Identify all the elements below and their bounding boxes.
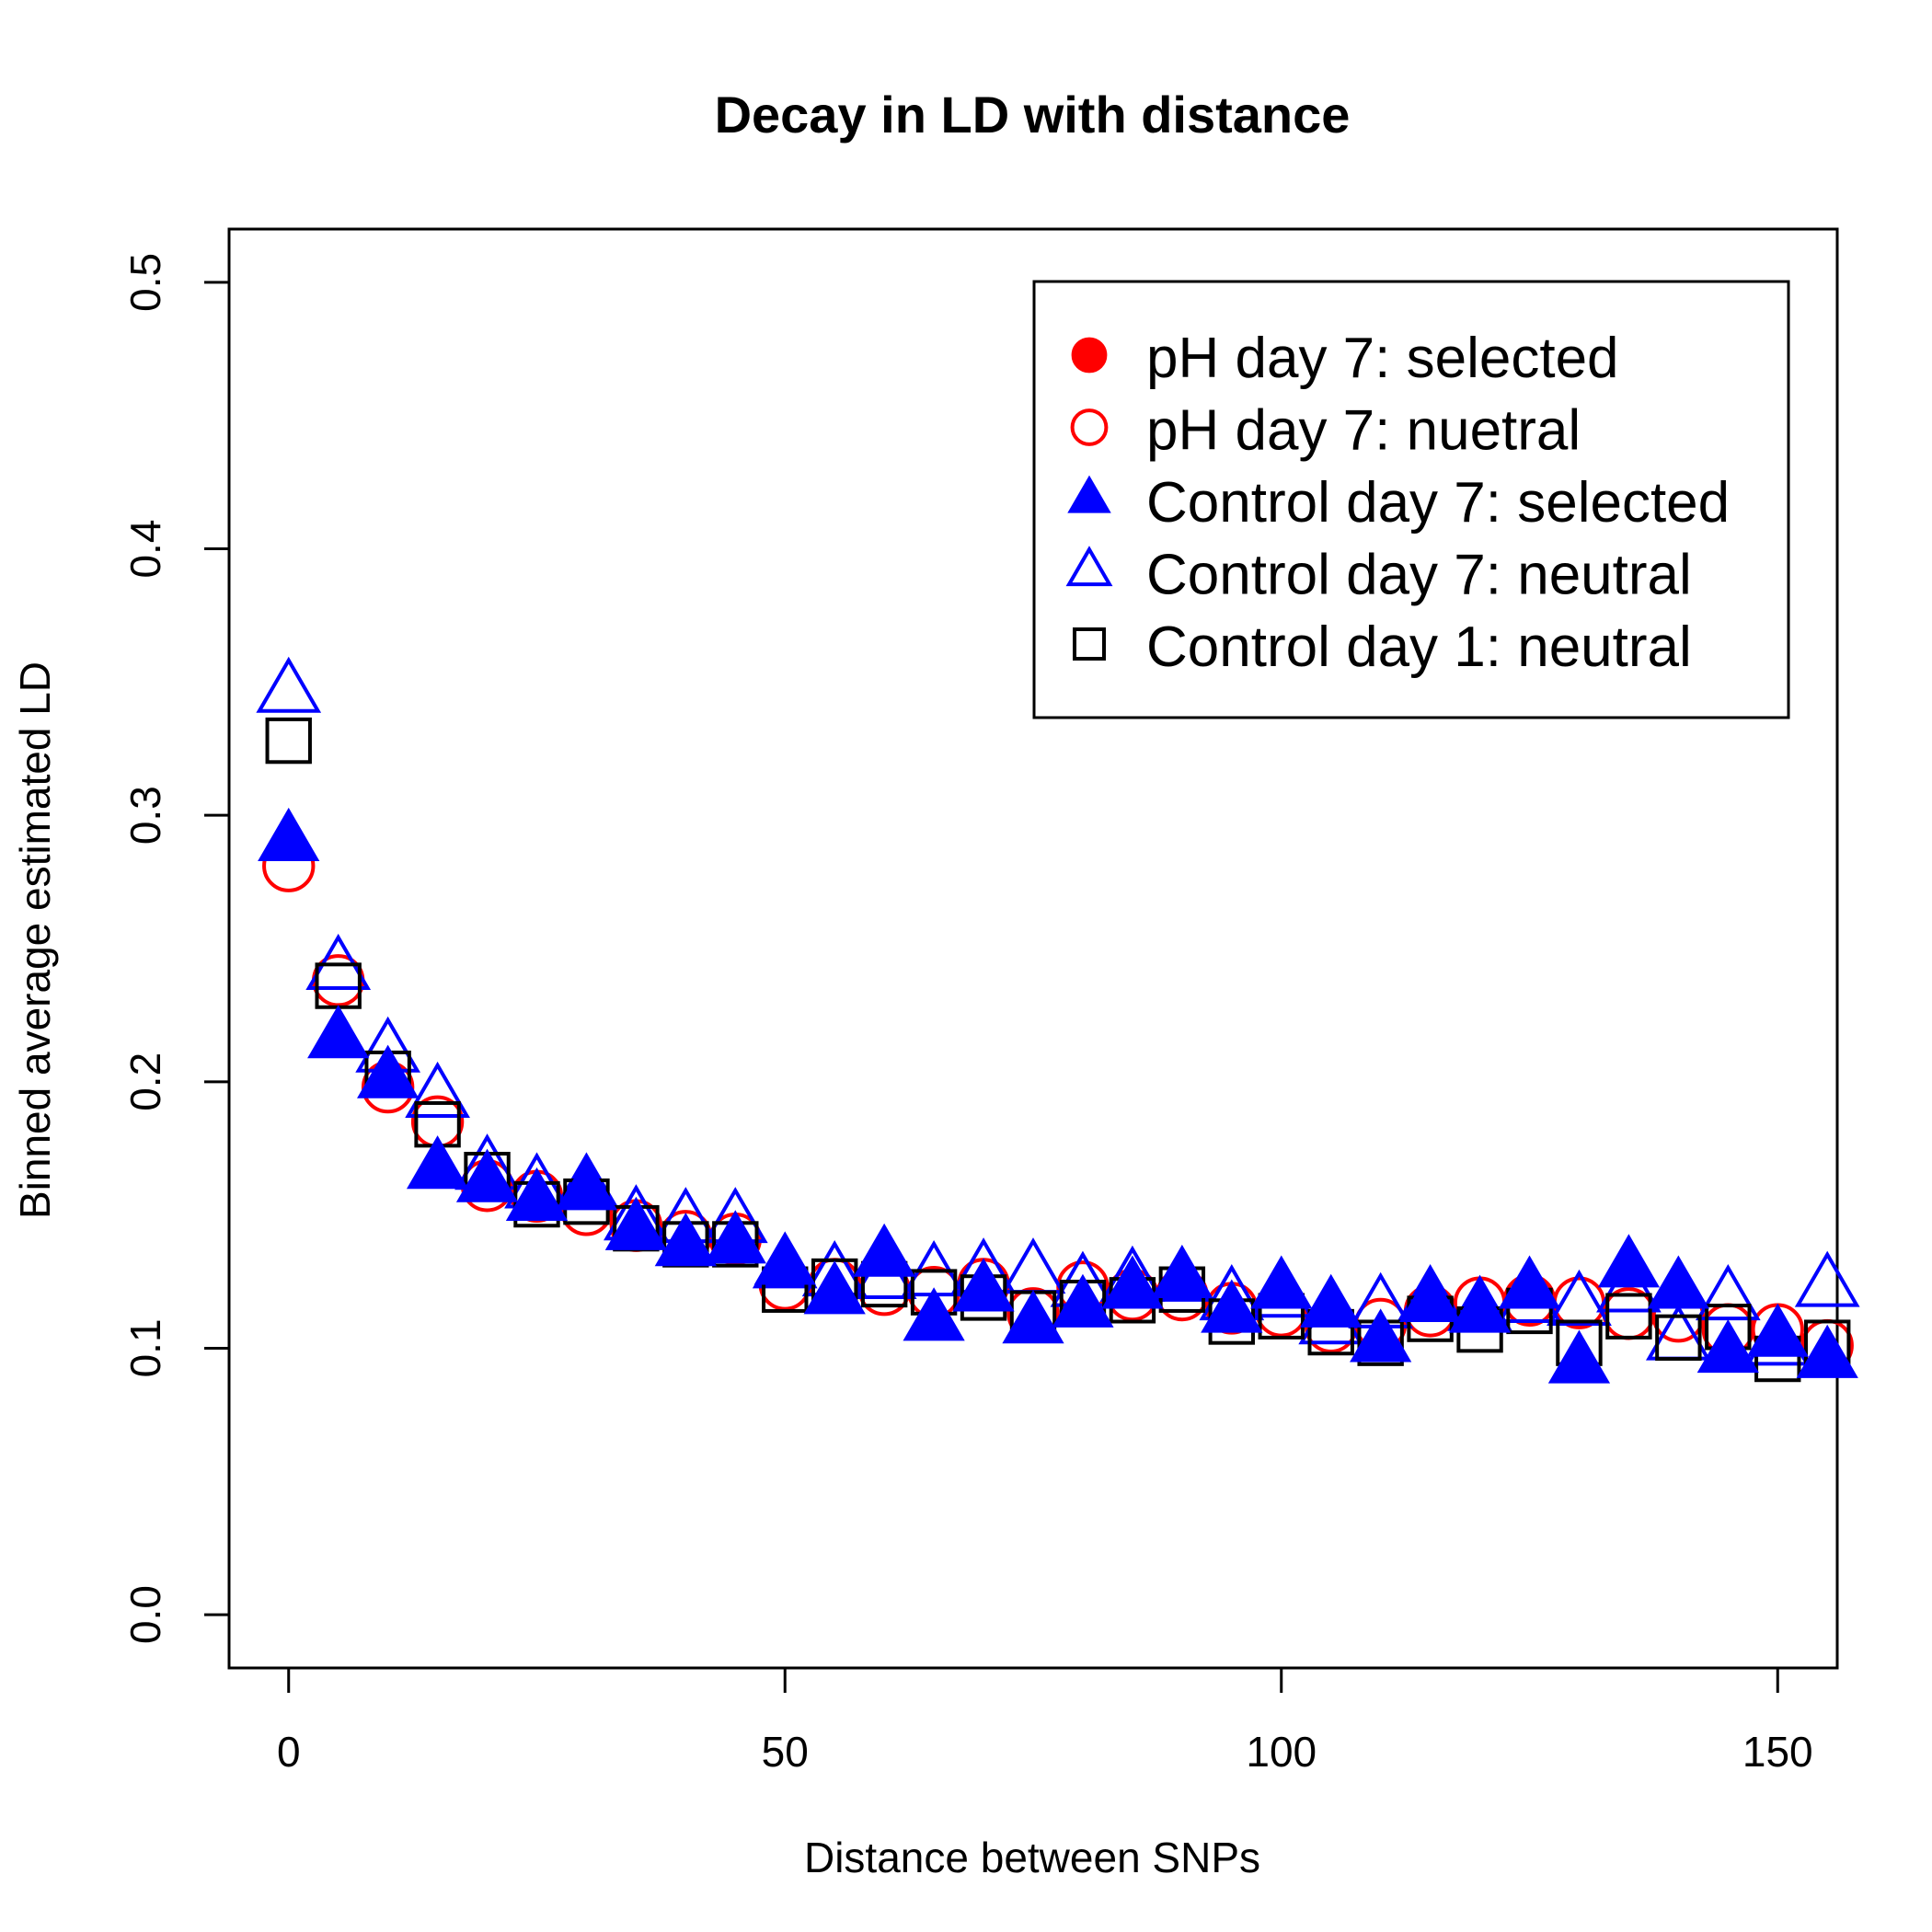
data-point <box>1448 1279 1512 1333</box>
data-point <box>406 1135 469 1190</box>
data-point <box>555 1156 618 1211</box>
y-tick-label: 0.5 <box>121 253 169 312</box>
data-point <box>1547 1329 1611 1384</box>
legend-label: Control day 7: selected <box>1146 471 1730 535</box>
x-tick-label: 100 <box>1246 1728 1317 1776</box>
y-axis: 0.0 0.1 0.2 0.3 0.4 0.5 <box>121 253 231 1644</box>
x-tick-label: 50 <box>762 1728 809 1776</box>
data-point <box>1597 1234 1661 1288</box>
data-point <box>256 656 322 713</box>
data-point <box>405 1061 470 1119</box>
y-tick-label: 0.0 <box>121 1585 169 1644</box>
data-point <box>1398 1268 1462 1323</box>
data-point <box>1796 1324 1858 1378</box>
y-tick-label: 0.2 <box>121 1052 169 1111</box>
data-point <box>1547 1269 1612 1326</box>
x-axis: 0 50 100 150 <box>277 1666 1813 1776</box>
data-point <box>357 1044 420 1098</box>
data-point <box>753 1231 816 1285</box>
x-axis-label: Distance between SNPs <box>804 1834 1260 1881</box>
data-point <box>1350 1308 1412 1363</box>
data-point <box>952 1258 1015 1312</box>
data-point <box>903 1287 965 1341</box>
data-point <box>604 1196 668 1250</box>
legend-label: pH day 7: selected <box>1146 327 1619 390</box>
data-point <box>853 1223 915 1277</box>
data-point <box>455 1148 519 1202</box>
x-tick-label: 0 <box>277 1728 301 1776</box>
data-point <box>1695 1264 1761 1321</box>
data-point <box>654 1213 717 1267</box>
series-layer <box>256 656 1860 1384</box>
data-point <box>1151 1244 1213 1298</box>
data-point <box>1647 1255 1709 1309</box>
data-point <box>1498 1255 1561 1309</box>
data-point <box>1655 1314 1702 1362</box>
data-point <box>1300 1273 1363 1328</box>
chart-title: Decay in LD with distance <box>715 86 1351 144</box>
legend-marker <box>1073 627 1106 661</box>
data-point <box>803 1260 866 1315</box>
legend-label: pH day 7: nuetral <box>1146 399 1581 463</box>
data-point <box>258 807 320 861</box>
legend-marker <box>1071 337 1108 374</box>
y-tick-label: 0.3 <box>121 786 169 845</box>
data-point <box>1101 1255 1164 1309</box>
legend-label: Control day 7: neutral <box>1146 544 1692 607</box>
data-point <box>505 1167 569 1221</box>
data-point <box>1794 1250 1860 1307</box>
data-point <box>704 1210 766 1264</box>
x-tick-label: 150 <box>1742 1728 1813 1776</box>
legend-marker <box>1065 546 1113 587</box>
series-2-points <box>258 807 1858 1384</box>
data-point <box>1201 1279 1263 1333</box>
legend-label: Control day 1: neutral <box>1146 615 1692 679</box>
data-point <box>1000 1237 1066 1294</box>
legend: pH day 7: selected pH day 7: nuetral Contr… <box>1032 280 1790 719</box>
y-tick-label: 0.1 <box>121 1318 169 1377</box>
data-point <box>307 1005 370 1059</box>
y-tick-label: 0.4 <box>121 520 169 579</box>
data-point <box>1746 1303 1809 1357</box>
data-point <box>1696 1318 1759 1374</box>
legend-marker <box>1070 408 1109 446</box>
data-point <box>1052 1273 1114 1328</box>
y-axis-label: Binned average estimated LD <box>11 661 59 1219</box>
legend-box <box>1032 280 1790 719</box>
data-point <box>1250 1255 1313 1309</box>
legend-marker <box>1067 475 1111 513</box>
data-point <box>1002 1290 1064 1344</box>
data-point <box>265 717 312 765</box>
data-point <box>1605 1293 1652 1340</box>
